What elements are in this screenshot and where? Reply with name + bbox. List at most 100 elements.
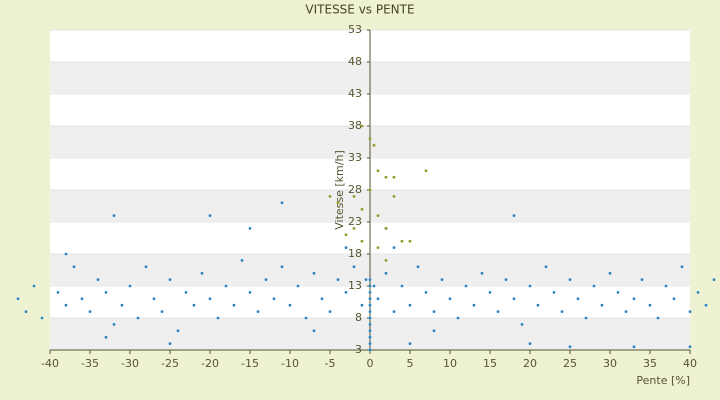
point — [352, 195, 356, 198]
point — [368, 188, 372, 192]
y-tick-label: 28 — [348, 183, 362, 196]
point — [424, 291, 428, 294]
point — [712, 278, 716, 281]
point — [440, 278, 444, 281]
point — [704, 303, 708, 307]
point — [576, 297, 580, 301]
point — [128, 284, 132, 288]
point — [16, 297, 20, 301]
point — [24, 310, 28, 313]
point — [248, 291, 252, 294]
point — [408, 303, 412, 307]
point — [376, 214, 380, 218]
y-tick-label: 43 — [348, 87, 362, 100]
point — [520, 323, 524, 326]
point — [368, 335, 372, 339]
point — [408, 342, 412, 345]
point — [240, 259, 244, 262]
point — [280, 201, 284, 205]
point — [664, 284, 668, 288]
point — [592, 284, 596, 288]
y-tick-label: 13 — [348, 279, 362, 292]
y-tick-label: 53 — [348, 23, 362, 36]
point — [372, 284, 376, 288]
point — [608, 271, 612, 275]
point — [392, 246, 396, 250]
point — [104, 335, 108, 339]
point — [168, 342, 172, 345]
y-tick-label: 48 — [348, 55, 362, 68]
x-tick-label: -30 — [121, 357, 139, 370]
point — [624, 310, 628, 313]
x-tick-label: -35 — [81, 357, 99, 370]
point — [672, 297, 676, 301]
point — [192, 303, 196, 307]
point — [368, 348, 372, 352]
point — [160, 310, 164, 313]
point — [632, 345, 636, 349]
point — [104, 291, 108, 294]
x-axis-label: Pente [%] — [636, 374, 690, 387]
point — [480, 271, 484, 275]
point — [248, 227, 252, 230]
point — [208, 214, 212, 218]
point — [368, 303, 372, 307]
point — [384, 227, 388, 230]
point — [336, 201, 340, 205]
point — [368, 137, 372, 141]
point — [384, 259, 388, 262]
point — [328, 310, 332, 313]
point — [688, 345, 692, 349]
point — [392, 310, 396, 313]
point — [504, 278, 508, 281]
point — [368, 278, 372, 281]
point — [448, 297, 452, 301]
point — [552, 291, 556, 294]
point — [200, 271, 204, 275]
point — [464, 284, 468, 288]
point — [648, 303, 652, 307]
y-tick-label: 8 — [355, 311, 362, 324]
point — [96, 278, 100, 281]
point — [272, 297, 276, 301]
point — [568, 278, 572, 281]
point — [320, 297, 324, 301]
x-tick-label: -40 — [41, 357, 59, 370]
x-tick-label: 15 — [483, 357, 497, 370]
point — [368, 323, 372, 326]
y-tick-label: 18 — [348, 247, 362, 260]
x-tick-label: -10 — [281, 357, 299, 370]
point — [632, 297, 636, 301]
point — [400, 284, 404, 288]
x-tick-label: 25 — [563, 357, 577, 370]
point — [360, 207, 364, 211]
point — [40, 316, 44, 320]
point — [32, 284, 36, 288]
point — [312, 271, 316, 275]
y-tick-label: 38 — [348, 119, 362, 132]
point — [368, 291, 372, 294]
point — [296, 284, 300, 288]
x-tick-label: -15 — [241, 357, 259, 370]
point — [64, 252, 68, 256]
chart-title: VITESSE vs PENTE — [305, 3, 414, 17]
point — [360, 303, 364, 307]
x-tick-label: 0 — [367, 357, 374, 370]
point — [336, 278, 340, 281]
point — [136, 316, 140, 320]
point — [344, 291, 348, 294]
x-tick-label: 35 — [643, 357, 657, 370]
point — [424, 169, 428, 173]
point — [384, 175, 388, 179]
point — [372, 143, 376, 147]
point — [64, 303, 68, 307]
point — [80, 297, 84, 301]
point — [432, 310, 436, 313]
point — [384, 271, 388, 275]
point — [224, 284, 228, 288]
y-tick-label: 3 — [355, 343, 362, 356]
point — [112, 323, 116, 326]
point — [584, 316, 588, 320]
point — [360, 124, 364, 128]
